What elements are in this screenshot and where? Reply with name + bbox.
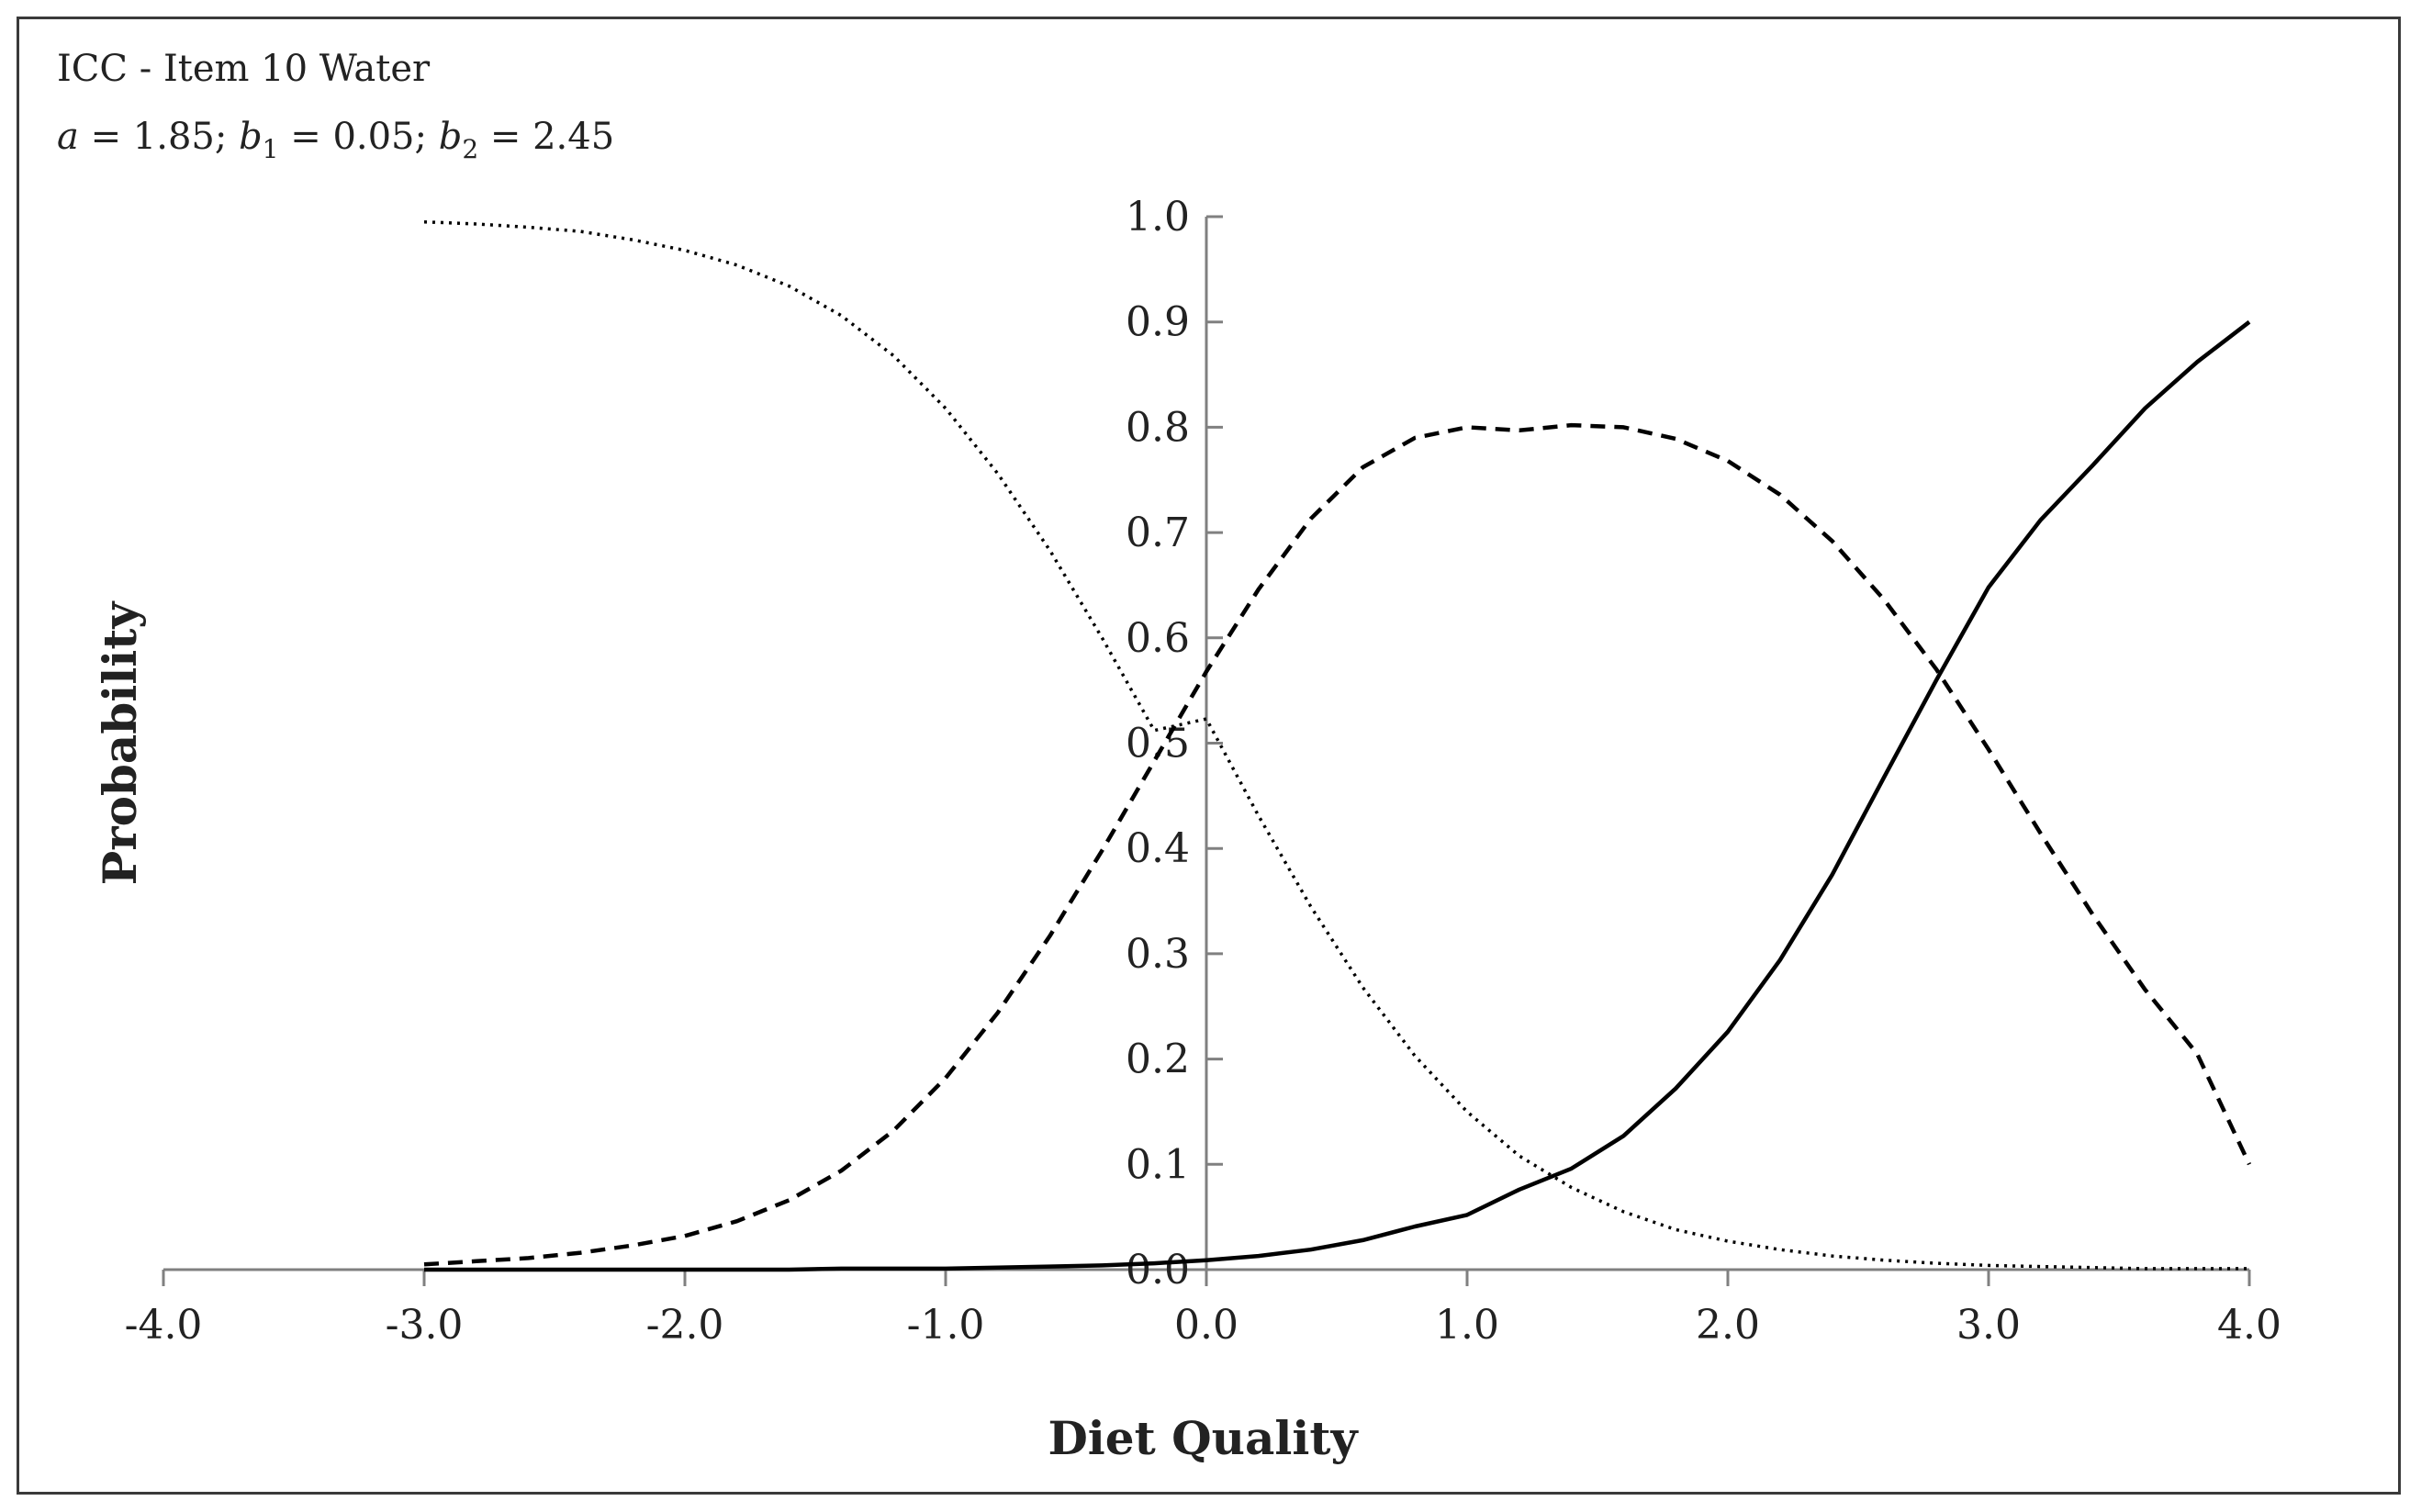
x-tick-label: 4.0 [2217,1302,2281,1349]
y-tick-label: 0.1 [1126,1141,1190,1188]
y-tick-label: 0.3 [1126,931,1190,978]
x-tick-label: -2.0 [646,1302,724,1349]
param-a-label: a [57,116,79,158]
x-tick-label: 0.0 [1174,1302,1239,1349]
param-b1-label: b [239,116,263,158]
chart-frame [17,17,2401,1495]
x-tick-label: -4.0 [125,1302,203,1349]
series-line-dashed [423,422,2252,1267]
y-tick-label: 0.5 [1126,721,1190,767]
x-tick-label: 3.0 [1956,1302,2021,1349]
chart-subtitle: a = 1.85; b1 = 0.05; b2 = 2.45 [57,116,614,164]
series-line-solid [424,319,2251,1272]
chart-title: ICC - Item 10 Water [57,48,431,90]
y-tick-label: 0.0 [1126,1247,1190,1294]
param-a-value: = 1.85; [79,116,239,158]
y-tick-label: 0.6 [1126,615,1190,662]
y-tick-label: 1.0 [1126,194,1190,241]
y-tick-label: 0.2 [1126,1036,1190,1083]
y-tick-label: 0.8 [1126,404,1190,451]
y-tick-label: 0.7 [1126,510,1190,556]
x-axis-title: Diet Quality [1048,1411,1359,1465]
x-tick-label: 1.0 [1435,1302,1499,1349]
param-b2-value: = 2.45 [478,116,614,158]
x-tick-label: -3.0 [386,1302,464,1349]
series-line-dotted [423,219,2249,1271]
x-tick-label: -1.0 [907,1302,985,1349]
param-b1-sub: 1 [263,134,279,164]
y-tick-label: 0.4 [1126,825,1190,872]
y-axis-title: Probability [93,600,147,886]
param-b2-label: b [439,116,463,158]
y-tick-label: 0.9 [1126,299,1190,346]
param-b1-value: = 0.05; [279,116,439,158]
x-tick-label: 2.0 [1696,1302,1760,1349]
param-b2-sub: 2 [462,134,478,164]
